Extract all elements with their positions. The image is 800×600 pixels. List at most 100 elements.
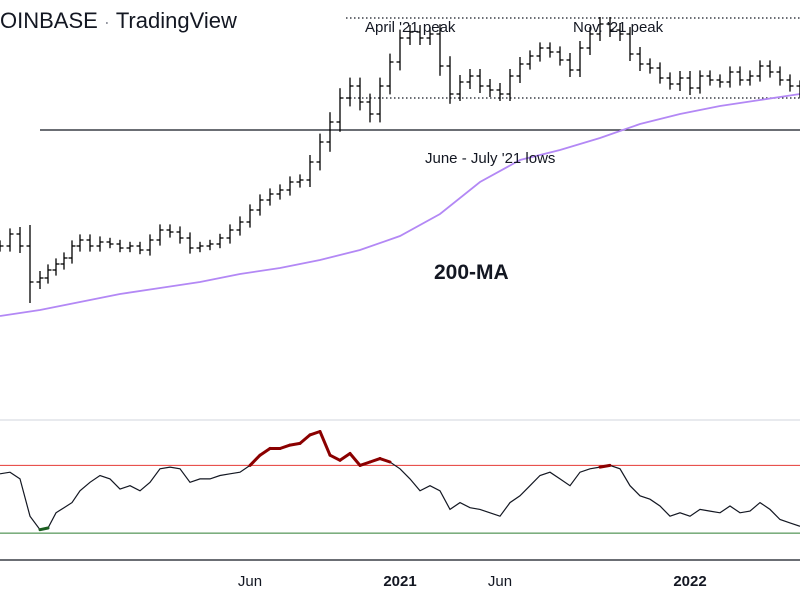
price-bar bbox=[126, 241, 134, 253]
price-bar bbox=[206, 239, 214, 251]
price-bar bbox=[6, 228, 14, 252]
rsi-line bbox=[0, 430, 800, 531]
price-bar bbox=[116, 239, 124, 253]
price-bar bbox=[216, 233, 224, 249]
ma-200-line bbox=[0, 93, 800, 317]
price-bar bbox=[196, 241, 204, 253]
exchange-name: OINBASE bbox=[0, 8, 98, 33]
price-bar bbox=[136, 241, 144, 255]
price-bar bbox=[296, 174, 304, 188]
rsi-extreme-segment bbox=[358, 460, 372, 467]
april-peak-label: April '21 peak bbox=[365, 19, 456, 36]
price-bar bbox=[516, 57, 524, 83]
price-bar bbox=[636, 47, 644, 71]
x-tick-label: Jun bbox=[488, 573, 512, 590]
price-bar bbox=[766, 60, 774, 78]
price-bar bbox=[0, 240, 4, 252]
price-bar bbox=[416, 25, 424, 45]
price-bar bbox=[266, 188, 274, 206]
price-bar bbox=[606, 17, 614, 37]
price-bar bbox=[566, 53, 574, 77]
price-bar bbox=[576, 41, 584, 77]
price-bar bbox=[68, 240, 76, 264]
price-bar bbox=[526, 50, 534, 70]
lows-label: June - July '21 lows bbox=[425, 150, 555, 167]
price-bar bbox=[596, 17, 604, 41]
price-bar bbox=[746, 70, 754, 86]
price-bar bbox=[496, 83, 504, 101]
price-bar bbox=[626, 27, 634, 61]
rsi-extreme-segment bbox=[348, 452, 362, 467]
price-bar bbox=[236, 216, 244, 236]
price-bar bbox=[716, 74, 724, 88]
rsi-extreme-segment bbox=[378, 457, 392, 464]
price-bar bbox=[786, 74, 794, 92]
rsi-extreme-segment bbox=[298, 433, 312, 445]
price-bar bbox=[336, 88, 344, 132]
price-bar bbox=[686, 71, 694, 95]
price-bar bbox=[776, 66, 784, 86]
rsi-pane bbox=[0, 430, 800, 534]
price-bar bbox=[96, 236, 104, 252]
price-bar bbox=[506, 69, 514, 101]
price-bar bbox=[406, 25, 414, 45]
price-bar bbox=[36, 271, 44, 289]
rsi-extreme-segment bbox=[368, 457, 382, 464]
chart-header: OINBASE · TradingView bbox=[0, 8, 237, 34]
price-bar bbox=[316, 133, 324, 171]
price-bar bbox=[256, 194, 264, 216]
price-bar bbox=[326, 112, 334, 152]
price-bar bbox=[60, 252, 68, 270]
price-bar bbox=[246, 204, 254, 228]
price-bar bbox=[106, 237, 114, 249]
price-bar bbox=[756, 60, 764, 82]
price-bar bbox=[76, 234, 84, 252]
x-tick-label: 2022 bbox=[673, 573, 706, 590]
price-bar bbox=[356, 77, 364, 111]
rsi-extreme-segment bbox=[248, 453, 262, 467]
price-bar bbox=[446, 56, 454, 104]
rsi-extreme-segment bbox=[318, 430, 332, 457]
tradingview-brand: TradingView bbox=[115, 8, 237, 33]
x-tick-label: Jun bbox=[238, 573, 262, 590]
price-bar bbox=[556, 46, 564, 66]
price-bar bbox=[666, 72, 674, 90]
price-bar bbox=[736, 66, 744, 86]
price-bar bbox=[796, 80, 800, 98]
price-bar bbox=[706, 70, 714, 86]
price-bar bbox=[276, 184, 284, 200]
rsi-extreme-segment bbox=[278, 443, 292, 450]
price-bar bbox=[726, 66, 734, 88]
price-bar bbox=[376, 77, 384, 123]
price-bar bbox=[546, 42, 554, 58]
price-bar bbox=[436, 24, 444, 76]
price-bar bbox=[166, 224, 174, 238]
price-bar bbox=[156, 224, 164, 246]
rsi-extreme-segment bbox=[598, 463, 612, 469]
price-bar bbox=[486, 79, 494, 97]
price-bar bbox=[676, 71, 684, 91]
price-bar bbox=[366, 93, 374, 123]
price-bar bbox=[396, 29, 404, 71]
rsi-extreme-segment bbox=[308, 430, 322, 437]
price-pane bbox=[0, 17, 800, 317]
price-bar bbox=[696, 70, 704, 94]
price-bar bbox=[346, 77, 354, 107]
price-bar bbox=[44, 264, 52, 284]
price-bar bbox=[426, 27, 434, 45]
price-bar bbox=[176, 226, 184, 244]
rsi-extreme-segment bbox=[338, 452, 352, 462]
price-bar bbox=[86, 234, 94, 252]
nov-peak-label: Nov. '21 peak bbox=[573, 19, 664, 36]
header-separator: · bbox=[103, 12, 110, 32]
ma-label: 200-MA bbox=[434, 261, 509, 284]
time-axis: Jun 2021 Jun 2022 bbox=[238, 573, 707, 590]
rsi-extreme-segment bbox=[328, 453, 342, 462]
price-bar bbox=[466, 69, 474, 89]
rsi-extreme-segment bbox=[258, 447, 272, 457]
x-tick-label: 2021 bbox=[383, 573, 416, 590]
rsi-extreme-segment bbox=[288, 441, 302, 447]
price-bar bbox=[586, 27, 594, 55]
price-bar bbox=[146, 234, 154, 256]
